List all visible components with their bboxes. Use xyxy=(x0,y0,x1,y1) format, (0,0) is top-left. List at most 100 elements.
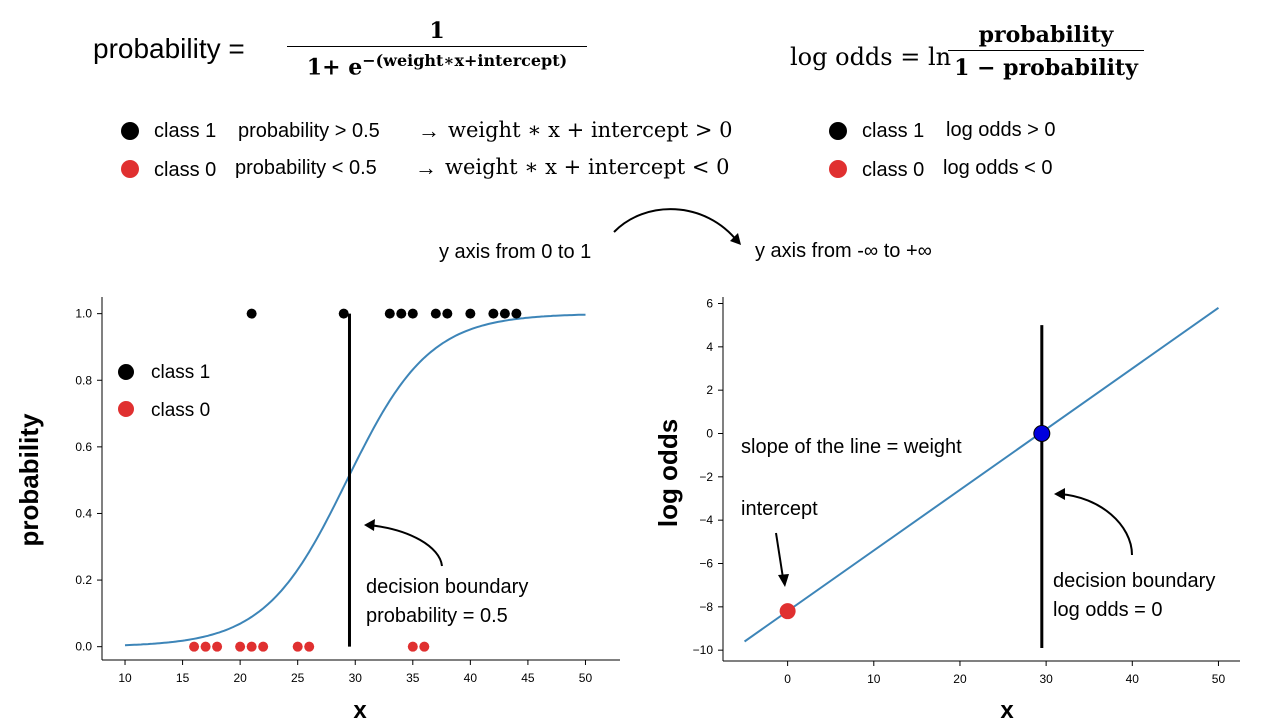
y-tick-label: 0 xyxy=(706,427,713,441)
decision-boundary-value: probability = 0.5 xyxy=(366,605,508,627)
y-tick-label: 0.8 xyxy=(75,373,92,387)
probability-formula-lhs: probability = xyxy=(93,33,245,64)
sigmoid-curve xyxy=(124,313,586,647)
rule-class-label: class 1 xyxy=(154,120,217,142)
legend-class1-marker xyxy=(118,364,134,380)
y-tick-label: 4 xyxy=(706,340,713,354)
rule-condition: probability < 0.5 xyxy=(235,157,377,179)
log-odds-denominator: 1 − probability xyxy=(954,55,1138,81)
class0-point xyxy=(200,641,211,652)
rule-condition: log odds > 0 xyxy=(946,119,1056,141)
probability-fraction: 1 1+ e−(weight∗x+intercept) xyxy=(287,18,587,80)
class0-point xyxy=(292,641,303,652)
y-tick-label: −8 xyxy=(699,600,713,614)
x-tick-label: 40 xyxy=(1126,672,1140,686)
class1-point xyxy=(430,308,441,319)
y-axis-label: probability xyxy=(14,413,44,546)
x-tick-label: 35 xyxy=(406,671,420,685)
decision-boundary-label: decision boundary xyxy=(366,576,528,598)
class0-point xyxy=(407,641,418,652)
class1-point xyxy=(442,308,453,319)
x-axis-label: x xyxy=(353,697,367,720)
x-tick-label: 0 xyxy=(784,672,791,686)
y-tick-label: 6 xyxy=(706,297,713,311)
x-tick-label: 10 xyxy=(867,672,881,686)
class0-point xyxy=(212,641,223,652)
log-odds-line xyxy=(743,307,1220,643)
class1-point xyxy=(246,308,257,319)
class1-point xyxy=(499,308,510,319)
y-tick-label: −2 xyxy=(699,470,713,484)
class1-marker xyxy=(121,122,139,140)
y-tick-label: 1.0 xyxy=(75,307,92,321)
class0-point xyxy=(189,641,200,652)
y-tick-label: −6 xyxy=(699,557,713,571)
class1-point xyxy=(465,308,476,319)
legend-class0-marker xyxy=(118,401,134,417)
class1-point xyxy=(338,308,349,319)
class0-point xyxy=(235,641,246,652)
y-tick-label: 0.6 xyxy=(75,440,92,454)
class0-point xyxy=(419,641,430,652)
transition-arrow-icon xyxy=(613,208,741,245)
x-tick-label: 50 xyxy=(1212,672,1226,686)
x-tick-label: 30 xyxy=(1039,672,1053,686)
rule-class-label: class 1 xyxy=(862,120,925,142)
x-tick-label: 40 xyxy=(464,671,478,685)
x-tick-label: 15 xyxy=(176,671,190,685)
rule-class-label: class 0 xyxy=(154,159,217,181)
legend-class1-label: class 1 xyxy=(151,362,210,383)
log-odds-fraction: probability 1 − probability xyxy=(948,22,1144,81)
class1-point xyxy=(511,308,522,319)
class1-point xyxy=(396,308,407,319)
x-tick-label: 30 xyxy=(349,671,363,685)
rule-class-label: class 0 xyxy=(862,159,925,181)
y-tick-label: −4 xyxy=(699,513,713,527)
transition-from-label: y axis from 0 to 1 xyxy=(439,241,592,263)
x-tick-label: 10 xyxy=(118,671,132,685)
y-tick-label: 2 xyxy=(706,383,713,397)
intercept-point xyxy=(779,603,796,620)
probability-denominator: 1+ e−(weight∗x+intercept) xyxy=(287,51,587,80)
class0-point xyxy=(246,641,257,652)
arrow-icon: → xyxy=(418,118,440,143)
rule-condition: log odds < 0 xyxy=(943,157,1053,179)
transition-to-label: y axis from -∞ to +∞ xyxy=(755,240,932,262)
arrow-icon: → xyxy=(415,155,437,180)
denominator-base: 1+ e xyxy=(306,54,363,81)
class0-point xyxy=(304,641,315,652)
y-axis-label: log odds xyxy=(653,419,683,527)
x-tick-label: 20 xyxy=(233,671,247,685)
slope-label: slope of the line = weight xyxy=(741,436,962,458)
y-tick-label: 0.0 xyxy=(75,640,92,654)
class0-point xyxy=(258,641,269,652)
decision-boundary-label: decision boundary xyxy=(1053,570,1215,592)
x-axis-label: x xyxy=(1000,697,1014,720)
decision-boundary-value: log odds = 0 xyxy=(1053,599,1163,621)
rule-condition: probability > 0.5 xyxy=(238,120,380,142)
x-tick-label: 25 xyxy=(291,671,305,685)
rule-result: weight ∗ x + intercept < 0 xyxy=(445,155,730,179)
y-tick-label: 0.2 xyxy=(75,573,92,587)
x-tick-label: 45 xyxy=(521,671,535,685)
y-tick-label: 0.4 xyxy=(75,506,92,520)
x-tick-label: 20 xyxy=(953,672,967,686)
log-odds-formula-lhs: log odds = ln xyxy=(790,43,952,71)
probability-numerator: 1 xyxy=(429,18,445,44)
x-tick-label: 50 xyxy=(579,671,593,685)
class1-point xyxy=(384,308,395,319)
boundary-intersection-point xyxy=(1033,425,1051,442)
y-tick-label: −10 xyxy=(693,643,714,657)
class1-point xyxy=(488,308,499,319)
intercept-label: intercept xyxy=(741,498,818,520)
class0-marker xyxy=(121,160,139,178)
class1-marker xyxy=(829,122,847,140)
probability-chart: 10 15 20 25 30 35 40 45 50 0.0 0.2 0.4 0.6 0.8 1.0 dec… xyxy=(14,297,620,720)
class1-point xyxy=(407,308,418,319)
denominator-exponent: −(weight∗x+intercept) xyxy=(362,51,568,70)
log-odds-numerator: probability xyxy=(978,22,1114,48)
legend-class0-label: class 0 xyxy=(151,400,210,421)
class0-marker xyxy=(829,160,847,178)
rule-result: weight ∗ x + intercept > 0 xyxy=(448,118,733,142)
